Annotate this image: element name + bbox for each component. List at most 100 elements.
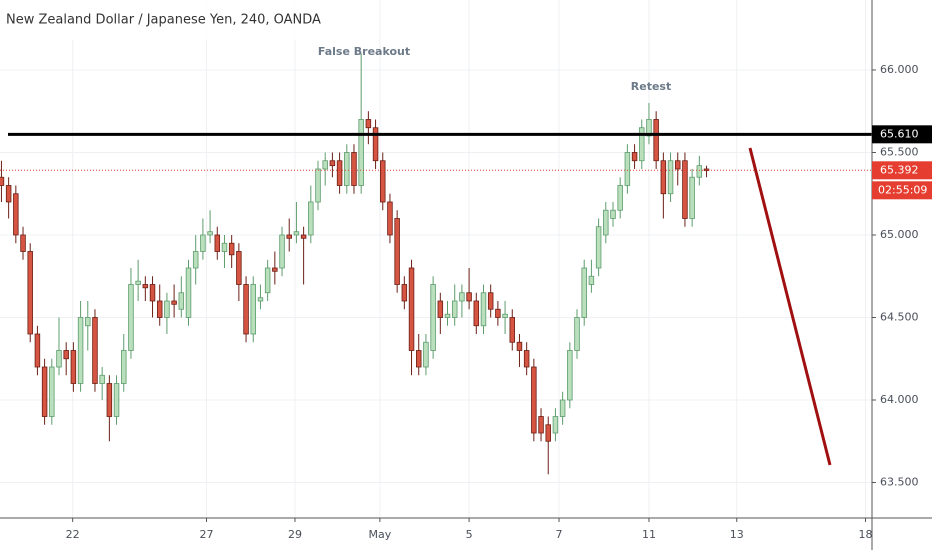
x-tick-label: 11 <box>642 528 656 541</box>
x-tick-label: 29 <box>288 528 302 541</box>
candle-body <box>228 242 235 256</box>
x-tick-label: 27 <box>199 528 213 541</box>
candle-body <box>653 119 659 162</box>
candle-body <box>516 341 523 351</box>
candle-body <box>128 284 134 351</box>
candle-body <box>272 267 278 272</box>
candle-body <box>559 399 566 417</box>
candle-body <box>344 152 350 186</box>
candle-body <box>365 119 372 129</box>
candle-body <box>156 300 163 318</box>
candle-body <box>70 350 77 384</box>
candle-body <box>545 424 551 442</box>
candle-body <box>149 284 156 302</box>
candle-body <box>300 234 307 239</box>
last-price-box <box>872 161 932 180</box>
candle-body <box>509 317 516 343</box>
countdown-box <box>872 181 932 200</box>
trend-line <box>748 147 832 466</box>
candle-body <box>574 317 580 351</box>
candle-body <box>430 284 436 351</box>
level-label: 65.610 <box>880 127 919 140</box>
candle-body <box>459 292 465 302</box>
candle-body <box>106 383 113 417</box>
y-tick-label: 63.500 <box>880 476 919 489</box>
candle-body <box>113 383 120 417</box>
candles <box>0 53 872 475</box>
candle-body <box>99 374 105 384</box>
x-tick-label: 13 <box>730 528 744 541</box>
y-tick-label: 66.000 <box>880 63 919 76</box>
last-price-label: 65.392 <box>880 163 919 176</box>
candle-body <box>696 165 703 178</box>
candle-body <box>27 251 33 335</box>
x-tick-label: 22 <box>66 528 80 541</box>
candle-body <box>466 292 472 302</box>
candle-body <box>135 280 141 285</box>
candle-body <box>358 119 364 186</box>
chart-title: New Zealand Dollar / Japanese Yen, 240, … <box>6 13 321 28</box>
candle-body <box>121 350 127 384</box>
candle-body <box>85 317 91 327</box>
candle-body <box>243 284 249 335</box>
candle-body <box>401 284 408 302</box>
title-backdrop <box>0 0 300 40</box>
candle-body <box>473 300 480 327</box>
candle-body <box>675 160 681 170</box>
candle-body <box>20 234 26 252</box>
candle-body <box>41 366 48 417</box>
candle-body <box>351 152 357 186</box>
candle-body <box>531 366 537 434</box>
candle-body <box>315 168 321 203</box>
axes: 63.500 64.000 64.500 65.000 65.500 66.000 22 27… <box>66 63 932 541</box>
candle-body <box>214 234 221 252</box>
candle-body <box>689 176 695 219</box>
y-tick-label: 65.000 <box>880 228 919 241</box>
candle-body <box>538 416 544 434</box>
y-tick-label: 64.000 <box>880 393 919 406</box>
candle-body <box>595 226 602 269</box>
candle-body <box>264 267 271 294</box>
candle-body <box>660 160 667 195</box>
candle-body <box>336 160 343 186</box>
candle-body <box>646 119 652 137</box>
candle-body <box>308 201 314 236</box>
candle-body <box>624 152 631 186</box>
candle-body <box>380 160 386 203</box>
y-tick-label: 65.500 <box>880 145 919 158</box>
candle-body <box>451 300 458 318</box>
candle-body <box>437 300 444 318</box>
countdown-label: 02:55:09 <box>878 183 927 196</box>
candle-body <box>257 297 264 302</box>
candle-body <box>56 350 62 368</box>
candle-body <box>34 333 41 368</box>
y-tick-label: 64.500 <box>880 310 919 323</box>
candle-body <box>49 366 55 417</box>
candle-body <box>581 267 587 318</box>
candle-body <box>603 209 609 236</box>
candle-body <box>293 231 300 236</box>
candle-body <box>221 242 228 252</box>
x-tick-label: May <box>369 528 392 541</box>
candle-body <box>502 313 508 318</box>
candle-body <box>250 284 256 335</box>
candle-body <box>682 160 688 219</box>
candle-body <box>495 308 501 318</box>
candle-body <box>617 185 623 211</box>
x-tick-label: 18 <box>859 528 873 541</box>
candle-body <box>92 317 98 384</box>
candle-body <box>444 313 451 318</box>
candle-body <box>0 176 5 186</box>
candle-body <box>408 267 415 351</box>
candle-body <box>394 218 400 285</box>
candle-body <box>372 127 379 162</box>
candle-body <box>415 350 422 368</box>
candle-body <box>523 350 530 368</box>
candle-body <box>77 317 84 384</box>
annotation: Retest <box>631 80 671 93</box>
candle-body <box>142 284 149 289</box>
candle-body <box>329 160 336 167</box>
candle-body <box>171 300 177 305</box>
